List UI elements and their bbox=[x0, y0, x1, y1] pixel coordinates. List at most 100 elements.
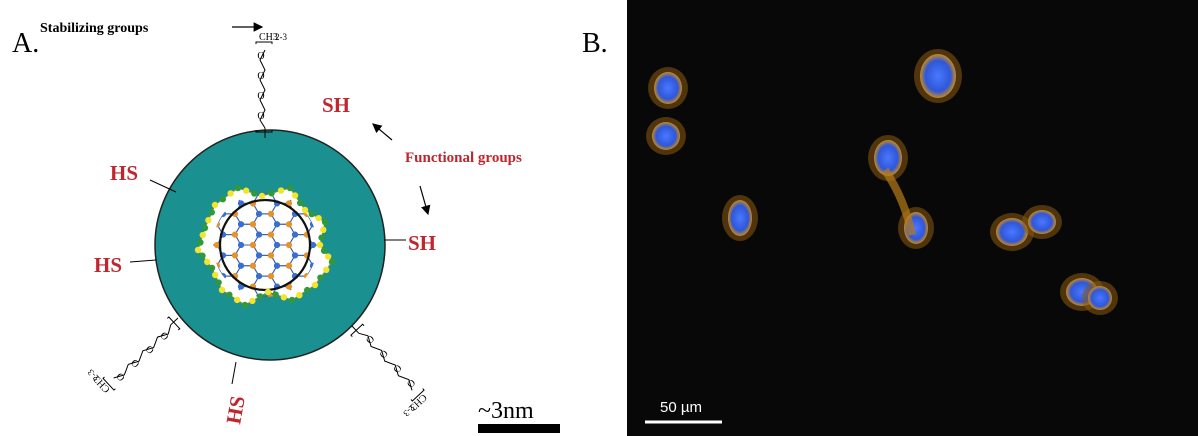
atom bbox=[268, 190, 275, 197]
atom bbox=[324, 253, 332, 260]
oxygen: O bbox=[257, 51, 264, 62]
atom bbox=[311, 281, 319, 289]
atom bbox=[211, 201, 219, 209]
thiol-label: HS bbox=[94, 253, 122, 277]
atom bbox=[218, 286, 226, 294]
oxygen: O bbox=[257, 91, 264, 102]
atom bbox=[310, 242, 316, 248]
panel-label: A. bbox=[12, 28, 39, 59]
bond bbox=[231, 361, 237, 385]
atom bbox=[286, 221, 292, 228]
thiol-label: SH bbox=[322, 93, 350, 117]
atom bbox=[250, 242, 256, 248]
atom bbox=[256, 231, 262, 238]
cell-nucleus bbox=[1028, 210, 1056, 234]
panel-a: A. Stabilizing groups SH Functional grou… bbox=[12, 21, 560, 433]
atom bbox=[212, 271, 219, 279]
atom bbox=[268, 210, 274, 217]
oxygen: O bbox=[363, 333, 376, 346]
end-group: CH3 bbox=[259, 32, 278, 43]
atom bbox=[256, 210, 262, 217]
atom bbox=[288, 296, 296, 304]
thiol-label: HS bbox=[110, 161, 138, 185]
atom bbox=[315, 214, 322, 222]
oxygen: O bbox=[159, 329, 172, 342]
atom bbox=[232, 231, 238, 238]
atom bbox=[268, 252, 274, 259]
atom bbox=[268, 231, 274, 238]
atom bbox=[199, 231, 206, 239]
atom bbox=[308, 210, 315, 218]
cell-nucleus bbox=[652, 122, 680, 150]
atom bbox=[317, 274, 324, 281]
bond bbox=[129, 259, 157, 263]
atom bbox=[323, 266, 330, 274]
atom bbox=[303, 286, 311, 294]
atom bbox=[321, 218, 329, 226]
cell-nucleus bbox=[996, 218, 1028, 246]
cell-nucleus bbox=[874, 140, 902, 176]
atom bbox=[286, 184, 294, 192]
functional-label: Functional groups bbox=[405, 150, 522, 166]
oxygen: O bbox=[257, 111, 264, 122]
atom bbox=[214, 242, 220, 248]
atom bbox=[291, 192, 299, 199]
arrow bbox=[419, 185, 431, 216]
bond bbox=[358, 332, 413, 391]
atom bbox=[233, 296, 241, 304]
atom bbox=[272, 291, 279, 298]
atom bbox=[197, 239, 204, 246]
atom bbox=[184, 148, 190, 154]
atom bbox=[241, 301, 249, 309]
atom bbox=[199, 252, 206, 259]
atom bbox=[238, 262, 244, 269]
panel-label: B. bbox=[582, 28, 608, 59]
atom bbox=[256, 293, 264, 300]
atom bbox=[274, 242, 280, 248]
atom bbox=[250, 221, 256, 228]
scale-label: 50 µm bbox=[660, 399, 702, 416]
bracket bbox=[102, 316, 181, 391]
atom bbox=[238, 221, 244, 228]
atom bbox=[184, 336, 190, 342]
bond bbox=[149, 179, 177, 193]
oxygen: O bbox=[257, 71, 264, 82]
thiol-label: SH bbox=[408, 231, 436, 255]
atom bbox=[264, 288, 272, 296]
atom bbox=[277, 187, 285, 194]
atom bbox=[249, 297, 256, 305]
bond bbox=[170, 317, 179, 326]
atom bbox=[256, 273, 262, 280]
atom bbox=[258, 192, 266, 200]
panel-b: B. 50 µm bbox=[582, 0, 1198, 436]
atom bbox=[296, 292, 303, 299]
atom bbox=[320, 226, 327, 234]
atom bbox=[234, 184, 242, 192]
atom bbox=[256, 252, 262, 259]
atom bbox=[201, 224, 209, 232]
cell-nucleus bbox=[728, 200, 752, 236]
atom bbox=[227, 190, 234, 197]
atom bbox=[208, 209, 215, 216]
atom bbox=[178, 159, 184, 165]
atom bbox=[208, 264, 216, 272]
atom bbox=[251, 190, 258, 197]
atom bbox=[226, 291, 233, 298]
atom bbox=[204, 258, 211, 266]
atom bbox=[194, 246, 202, 254]
cell-nucleus bbox=[1088, 286, 1112, 310]
core-atoms bbox=[194, 184, 336, 309]
atom bbox=[297, 199, 304, 207]
thiol-label: HS bbox=[221, 394, 250, 426]
bond bbox=[113, 324, 172, 379]
scale-label: ~3nm bbox=[478, 398, 534, 424]
cell-nucleus bbox=[654, 72, 682, 104]
atom bbox=[242, 187, 250, 194]
atom bbox=[318, 234, 325, 241]
atom bbox=[292, 252, 298, 259]
atom bbox=[274, 262, 280, 269]
